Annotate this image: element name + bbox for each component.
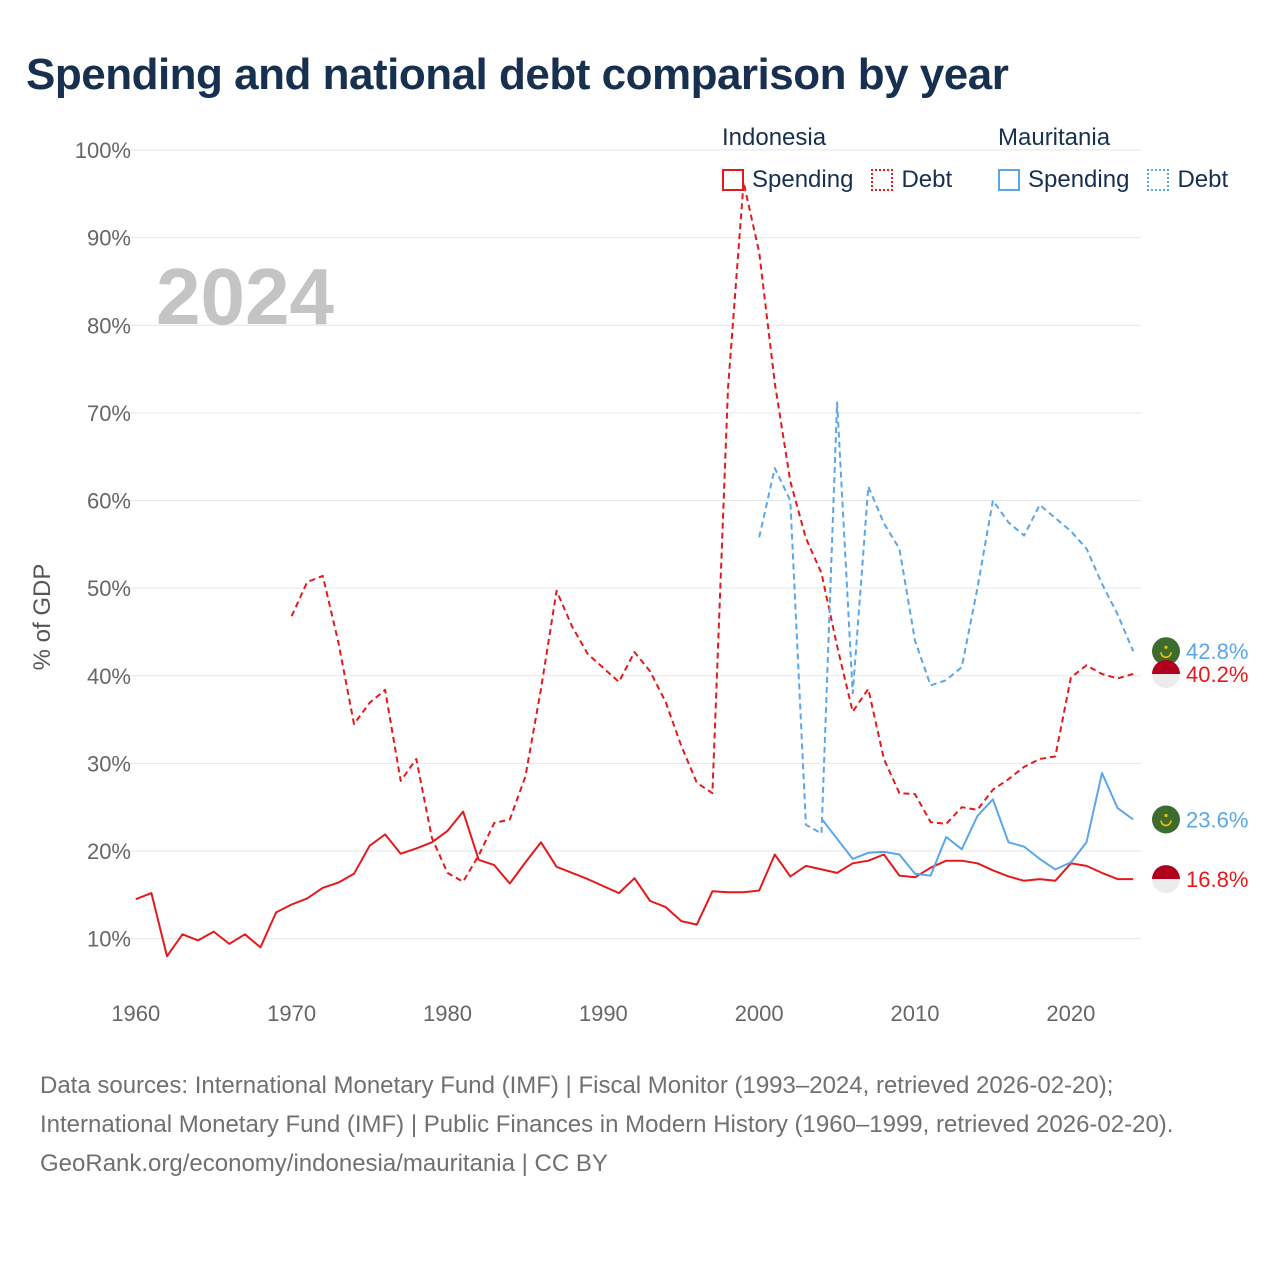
y-tick-label: 20% (87, 839, 131, 864)
legend-group-mauritania: Mauritania Spending Debt (998, 124, 1228, 194)
end-value-label: 40.2% (1186, 662, 1248, 687)
legend-item-indonesia-spending[interactable]: Spending (722, 166, 853, 194)
y-tick-label: 80% (87, 313, 131, 338)
crescent-icon (1160, 652, 1172, 658)
data-sources: Data sources: International Monetary Fun… (40, 1066, 1240, 1183)
x-tick-label: 1980 (423, 1001, 472, 1026)
flag-indonesia-white-icon (1152, 879, 1181, 894)
end-value-label: 42.8% (1186, 639, 1248, 664)
series-line-mauritania-debt[interactable] (758, 401, 1135, 835)
x-tick-label: 2020 (1046, 1001, 1095, 1026)
axes: 10% 20% 30% 40% 50% 60% 70% 80% 90% 100% 1960 1970 1… (75, 138, 1096, 1026)
legend-item-mauritania-debt[interactable]: Debt (1147, 166, 1228, 194)
grid-lines (128, 149, 1141, 940)
end-marker-mauritania: 42.8% (1152, 637, 1248, 666)
end-marker-indonesia: 40.2% (1152, 660, 1248, 689)
legend-group-indonesia: Indonesia Spending Debt (722, 124, 970, 194)
line-chart: 2024 10% 20% 30% 40% 50% 60% 70% 80% 90% 100% 1960… (29, 138, 1248, 1026)
legend-swatch-dotted (871, 169, 894, 191)
series-line-indonesia-spending[interactable] (135, 810, 1134, 958)
year-label: 2024 (156, 252, 334, 341)
end-value-label: 16.8% (1186, 867, 1248, 892)
flag-mauritania-icon (1152, 805, 1180, 834)
legend-label: Debt (1177, 166, 1229, 193)
legend-group-name: Mauritania (998, 124, 1111, 151)
end-value-label: 23.6% (1186, 807, 1248, 832)
y-tick-label: 90% (87, 226, 131, 251)
y-tick-label: 10% (87, 927, 131, 952)
y-axis-label: % of GDP (29, 564, 56, 671)
y-tick-label: 100% (75, 138, 131, 163)
legend-swatch-solid (998, 169, 1020, 191)
end-marker-mauritania: 23.6% (1152, 805, 1248, 834)
legend-swatch-dotted (1147, 169, 1170, 191)
star-icon (1164, 645, 1168, 649)
flag-indonesia-red-icon (1152, 660, 1181, 675)
legend-group-name: Indonesia (722, 124, 827, 151)
flag-indonesia-red-icon (1152, 865, 1181, 880)
end-marker-indonesia: 16.8% (1152, 865, 1248, 894)
y-tick-label: 70% (87, 401, 131, 426)
x-tick-label: 2000 (735, 1001, 784, 1026)
series-line-indonesia-debt[interactable] (290, 181, 1134, 883)
x-tick-label: 1990 (579, 1001, 628, 1026)
series-line-mauritania-spending[interactable] (820, 772, 1134, 877)
legend-label: Spending (1028, 166, 1130, 193)
end-markers: 42.8%40.2% 23.6% 16.8% (1152, 637, 1248, 894)
y-tick-label: 60% (87, 489, 131, 514)
y-tick-label: 40% (87, 664, 131, 689)
legend-item-indonesia-debt[interactable]: Debt (871, 166, 952, 194)
series-lines (135, 181, 1135, 958)
flag-mauritania-icon (1152, 637, 1180, 666)
crescent-icon (1160, 820, 1172, 827)
y-tick-label: 30% (87, 751, 131, 776)
flag-indonesia-white-icon (1152, 674, 1181, 689)
chart-title: Spending and national debt comparison by… (26, 50, 1009, 99)
sources-link[interactable]: GeoRank.org/economy/indonesia/mauritania… (40, 1150, 608, 1177)
y-tick-label: 50% (87, 576, 131, 601)
legend-label: Debt (901, 166, 953, 193)
legend-swatch-solid (722, 169, 744, 191)
sources-text: Data sources: International Monetary Fun… (40, 1072, 1174, 1138)
x-tick-label: 1970 (267, 1001, 316, 1026)
legend-item-mauritania-spending[interactable]: Spending (998, 166, 1129, 194)
x-tick-label: 2010 (891, 1001, 940, 1026)
x-tick-label: 1960 (111, 1001, 160, 1026)
star-icon (1164, 813, 1168, 818)
legend-label: Spending (752, 166, 854, 193)
